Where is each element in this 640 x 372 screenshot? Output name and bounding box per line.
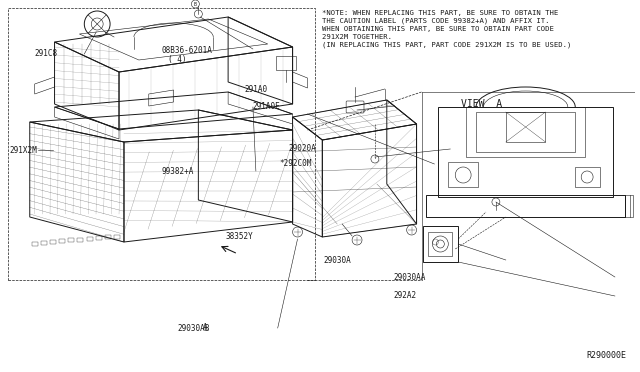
Bar bbox=[422, 226, 458, 262]
Bar bbox=[276, 56, 296, 70]
Text: 29030A: 29030A bbox=[324, 256, 351, 265]
Text: B: B bbox=[194, 1, 197, 6]
Text: 08B36-6201A: 08B36-6201A bbox=[162, 46, 212, 55]
Bar bbox=[466, 107, 585, 157]
Bar bbox=[77, 238, 83, 242]
Text: 291X2M: 291X2M bbox=[10, 146, 37, 155]
Bar bbox=[68, 238, 74, 243]
Text: 29020A: 29020A bbox=[289, 144, 317, 153]
Bar bbox=[476, 112, 575, 152]
Circle shape bbox=[195, 10, 202, 18]
Bar bbox=[506, 112, 545, 142]
Text: 292A2: 292A2 bbox=[394, 291, 417, 300]
Bar bbox=[114, 235, 120, 238]
Bar bbox=[575, 167, 600, 187]
Bar bbox=[625, 195, 633, 217]
Text: *292C0M: *292C0M bbox=[279, 159, 312, 168]
Bar bbox=[32, 241, 38, 246]
Bar bbox=[448, 162, 478, 187]
Text: VIEW  A: VIEW A bbox=[461, 99, 502, 109]
Text: R290000E: R290000E bbox=[587, 351, 627, 360]
Text: A: A bbox=[203, 323, 208, 332]
Text: *NOTE: WHEN REPLACING THIS PART, BE SURE TO OBTAIN THE
THE CAUTION LABEL (PARTS : *NOTE: WHEN REPLACING THIS PART, BE SURE… bbox=[323, 10, 572, 48]
Text: 38352Y: 38352Y bbox=[225, 232, 253, 241]
Bar bbox=[438, 107, 613, 197]
Bar bbox=[86, 237, 93, 241]
Text: 291C8: 291C8 bbox=[35, 49, 58, 58]
Bar bbox=[8, 8, 316, 280]
Bar bbox=[428, 232, 452, 256]
Bar bbox=[105, 235, 111, 239]
Bar bbox=[59, 239, 65, 243]
Text: 29030AB: 29030AB bbox=[178, 324, 210, 333]
Bar bbox=[41, 241, 47, 245]
Text: ( 4): ( 4) bbox=[168, 55, 187, 64]
Text: 291A0: 291A0 bbox=[244, 85, 268, 94]
Bar bbox=[96, 236, 102, 240]
Text: 291A0E: 291A0E bbox=[253, 102, 280, 110]
Text: 99382+A: 99382+A bbox=[162, 167, 194, 176]
Bar bbox=[426, 195, 625, 217]
Bar bbox=[50, 240, 56, 244]
Text: 29030AA: 29030AA bbox=[394, 273, 426, 282]
